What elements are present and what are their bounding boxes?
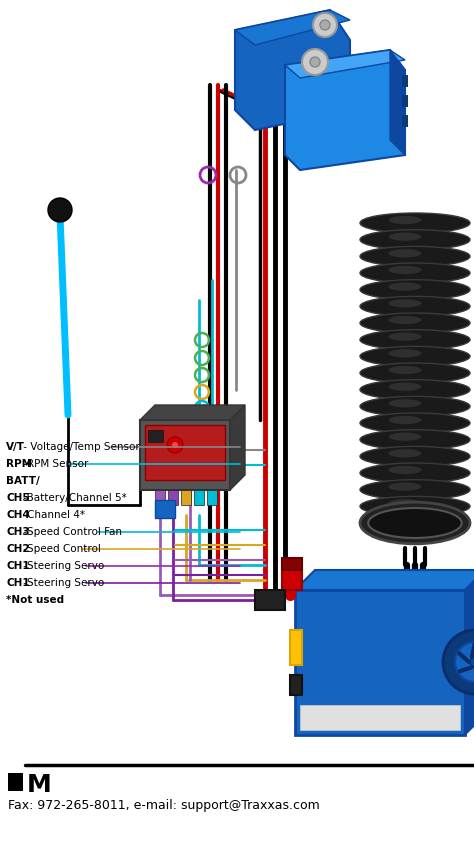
Text: CH2: CH2	[6, 544, 30, 554]
Text: - Voltage/Temp Sensor: - Voltage/Temp Sensor	[19, 442, 139, 452]
Text: -Speed Control: -Speed Control	[19, 544, 100, 554]
Ellipse shape	[389, 349, 421, 358]
Ellipse shape	[360, 363, 470, 383]
Bar	[290, 630, 302, 665]
Text: CH1: CH1	[6, 561, 30, 571]
Bar	[145, 425, 225, 480]
Ellipse shape	[360, 296, 470, 317]
Circle shape	[313, 13, 337, 37]
Bar	[300, 705, 460, 730]
Bar	[402, 95, 408, 107]
Ellipse shape	[360, 429, 470, 450]
Ellipse shape	[360, 413, 470, 433]
Ellipse shape	[389, 499, 421, 508]
Bar	[402, 115, 408, 127]
Ellipse shape	[389, 365, 421, 374]
Ellipse shape	[389, 449, 421, 457]
Bar	[402, 75, 408, 87]
Text: M: M	[27, 773, 52, 797]
Ellipse shape	[360, 280, 470, 300]
Bar	[148, 430, 163, 442]
Bar	[295, 590, 465, 735]
Bar	[181, 490, 191, 505]
Text: Fax: 972-265-8011, e-mail: support@Traxxas.com: Fax: 972-265-8011, e-mail: support@Traxx…	[8, 798, 320, 812]
Text: CH5: CH5	[6, 493, 30, 503]
Ellipse shape	[360, 463, 470, 483]
Circle shape	[443, 630, 474, 694]
Ellipse shape	[389, 249, 421, 258]
Text: CH1: CH1	[6, 578, 30, 588]
Text: CH4: CH4	[6, 510, 30, 520]
Circle shape	[310, 57, 320, 67]
Circle shape	[172, 442, 178, 448]
Ellipse shape	[389, 316, 421, 324]
Polygon shape	[140, 405, 245, 420]
Ellipse shape	[389, 232, 421, 241]
Ellipse shape	[360, 380, 470, 400]
Ellipse shape	[360, 213, 470, 233]
Ellipse shape	[389, 333, 421, 341]
Circle shape	[302, 49, 328, 75]
Text: V/T: V/T	[6, 442, 25, 452]
Bar	[290, 675, 302, 695]
Ellipse shape	[360, 313, 470, 333]
Bar	[194, 490, 204, 505]
Ellipse shape	[360, 247, 470, 266]
Text: -Channel 4*: -Channel 4*	[19, 510, 84, 520]
Bar	[155, 490, 165, 505]
Circle shape	[167, 437, 183, 453]
Text: -Steering Servo: -Steering Servo	[19, 578, 104, 588]
Circle shape	[320, 20, 330, 30]
Ellipse shape	[368, 508, 462, 538]
Polygon shape	[285, 50, 405, 170]
Circle shape	[48, 198, 72, 222]
Bar	[282, 568, 302, 590]
Bar	[168, 490, 178, 505]
Ellipse shape	[360, 263, 470, 283]
Ellipse shape	[389, 399, 421, 408]
Ellipse shape	[389, 299, 421, 307]
Circle shape	[455, 642, 474, 682]
Bar	[155, 500, 175, 518]
Ellipse shape	[389, 266, 421, 274]
Polygon shape	[295, 570, 474, 590]
Ellipse shape	[360, 346, 470, 366]
Ellipse shape	[360, 397, 470, 416]
Polygon shape	[285, 50, 405, 78]
Polygon shape	[390, 50, 405, 155]
Text: *Not used: *Not used	[6, 595, 64, 605]
Ellipse shape	[360, 330, 470, 349]
Ellipse shape	[389, 283, 421, 290]
Text: BATT/: BATT/	[6, 476, 40, 486]
Polygon shape	[235, 10, 350, 130]
Polygon shape	[230, 405, 245, 490]
Ellipse shape	[389, 216, 421, 224]
Ellipse shape	[389, 382, 421, 391]
Ellipse shape	[389, 416, 421, 424]
Bar	[282, 558, 302, 570]
Bar	[140, 420, 230, 490]
Ellipse shape	[360, 480, 470, 499]
Polygon shape	[235, 10, 350, 45]
Text: -RPM Sensor: -RPM Sensor	[19, 459, 88, 469]
Text: -Steering Servo: -Steering Servo	[19, 561, 104, 571]
Ellipse shape	[360, 496, 470, 516]
Bar	[207, 490, 217, 505]
Text: -Speed Control Fan: -Speed Control Fan	[19, 527, 121, 537]
Ellipse shape	[389, 482, 421, 491]
Text: -Battery/Channel 5*: -Battery/Channel 5*	[19, 493, 126, 503]
Ellipse shape	[360, 446, 470, 466]
Polygon shape	[465, 570, 474, 735]
Bar	[8, 773, 23, 791]
Text: CH3: CH3	[6, 527, 30, 537]
Ellipse shape	[389, 466, 421, 474]
Circle shape	[470, 657, 474, 667]
Ellipse shape	[360, 502, 470, 544]
Ellipse shape	[389, 433, 421, 441]
Bar	[255, 590, 285, 610]
Text: RPM: RPM	[6, 459, 32, 469]
Ellipse shape	[360, 230, 470, 250]
